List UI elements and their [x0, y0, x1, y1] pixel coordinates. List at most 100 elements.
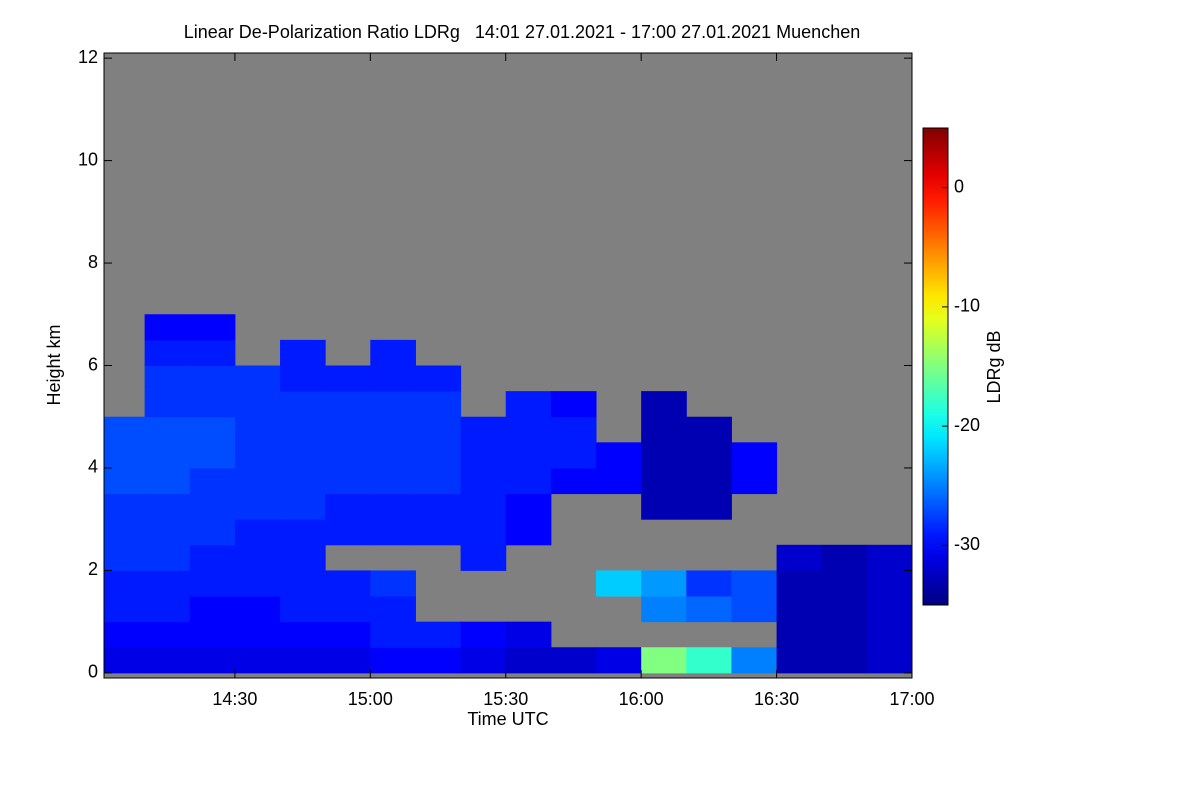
heatmap-cell	[144, 544, 191, 571]
heatmap-cell	[104, 596, 146, 623]
heatmap-cell	[325, 493, 371, 520]
heatmap-cell	[686, 442, 732, 469]
heatmap-cell	[280, 544, 326, 571]
heatmap-cell	[641, 493, 687, 520]
heatmap-cell	[144, 621, 191, 648]
heatmap-cell	[189, 467, 236, 495]
heatmap-cell	[144, 596, 191, 623]
heatmap-cell	[641, 570, 687, 597]
heatmap-cell	[280, 365, 326, 392]
heatmap-cell	[776, 544, 823, 571]
heatmap-cell	[686, 570, 732, 597]
heatmap-cell	[460, 442, 507, 469]
heatmap-cell	[821, 647, 868, 674]
heatmap-cell	[280, 647, 326, 674]
heatmap-cell	[189, 339, 236, 366]
heatmap-cell	[776, 596, 823, 623]
heatmap-cell	[234, 570, 281, 597]
heatmap-cell	[596, 647, 642, 674]
heatmap-cell	[189, 314, 236, 341]
y-tick-label: 12	[78, 47, 98, 67]
heatmap-cell	[370, 519, 416, 546]
heatmap-cell	[189, 365, 236, 392]
colorbar-tick-label: -10	[954, 296, 980, 316]
heatmap-cell	[234, 493, 281, 520]
heatmap-cell	[596, 442, 642, 469]
heatmap-cell	[234, 596, 281, 623]
heatmap-cell	[415, 519, 462, 546]
heatmap-cell	[686, 647, 732, 674]
heatmap-cell	[596, 570, 642, 597]
heatmap-cell	[189, 519, 236, 546]
y-tick-label: 0	[88, 662, 98, 682]
heatmap-cell	[460, 519, 507, 546]
heatmap-cell	[731, 647, 778, 674]
heatmap-cell	[460, 544, 507, 571]
heatmap-cell	[821, 544, 868, 571]
heatmap-cell	[144, 365, 191, 392]
heatmap-cell	[776, 621, 823, 648]
heatmap-cell	[776, 647, 823, 674]
heatmap-cell	[325, 596, 371, 623]
heatmap-cell	[189, 442, 236, 469]
heatmap-cell	[821, 621, 868, 648]
heatmap-cell	[189, 647, 236, 674]
heatmap-cell	[104, 621, 146, 648]
heatmap-cell	[234, 621, 281, 648]
heatmap-cell	[821, 596, 868, 623]
heatmap-cell	[550, 391, 597, 418]
heatmap-cell	[280, 442, 326, 469]
heatmap-cell	[370, 442, 416, 469]
heatmap-cell	[234, 467, 281, 495]
heatmap-cell	[104, 544, 146, 571]
heatmap-cell	[144, 314, 191, 341]
x-tick-label: 16:00	[619, 689, 664, 709]
heatmap-cell	[325, 621, 371, 648]
heatmap-cell	[370, 467, 416, 495]
heatmap-cell	[234, 544, 281, 571]
x-tick-label: 14:30	[212, 689, 257, 709]
heatmap-cell	[325, 416, 371, 443]
heatmap-cell	[325, 365, 371, 392]
heatmap-cell	[641, 647, 687, 674]
heatmap-cell	[776, 570, 823, 597]
heatmap-cell	[505, 647, 552, 674]
heatmap-cell	[505, 416, 552, 443]
heatmap-cell	[686, 493, 732, 520]
heatmap-cell	[731, 467, 778, 495]
heatmap-cell	[144, 391, 191, 418]
heatmap-cell	[189, 621, 236, 648]
heatmap-cell	[370, 365, 416, 392]
colorbar-tick-label: -30	[954, 534, 980, 554]
heatmap-cell	[144, 339, 191, 366]
heatmap-cell	[505, 519, 552, 546]
heatmap-cell	[189, 493, 236, 520]
heatmap-cell	[370, 570, 416, 597]
heatmap-cell	[189, 596, 236, 623]
heatmap-cell	[104, 416, 146, 443]
heatmap-cell	[189, 416, 236, 443]
heatmap-cell	[280, 621, 326, 648]
heatmap-cell	[144, 442, 191, 469]
heatmap-cell	[415, 647, 462, 674]
heatmap-cell	[280, 391, 326, 418]
colorbar-tick-label: -20	[954, 415, 980, 435]
x-tick-label: 15:30	[483, 689, 528, 709]
heatmap-cell	[280, 467, 326, 495]
heatmap-cell	[189, 391, 236, 418]
heatmap-cell	[415, 391, 462, 418]
heatmap-cell	[505, 493, 552, 520]
heatmap-cell	[370, 596, 416, 623]
heatmap-cell	[189, 544, 236, 571]
heatmap-cell	[370, 621, 416, 648]
heatmap-cell	[550, 647, 597, 674]
heatmap-cell	[104, 442, 146, 469]
heatmap-cell	[415, 493, 462, 520]
heatmap-cell	[325, 647, 371, 674]
heatmap-cell	[415, 416, 462, 443]
heatmap-cell	[415, 467, 462, 495]
heatmap-cell	[280, 596, 326, 623]
heatmap-cell	[234, 519, 281, 546]
heatmap-cell	[234, 365, 281, 392]
